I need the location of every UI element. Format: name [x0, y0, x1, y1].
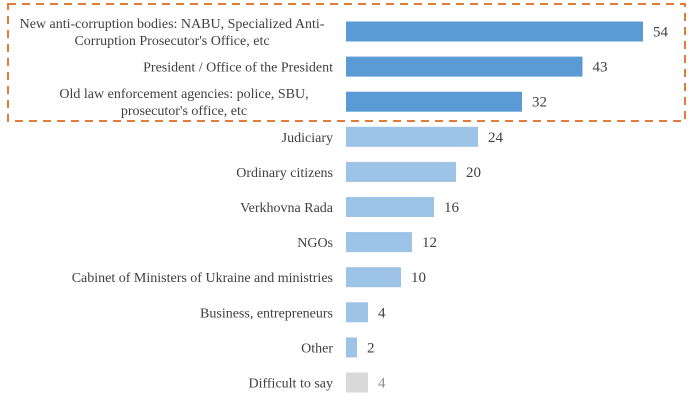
category-label-9: Other — [301, 341, 333, 356]
category-label-line: President / Office of the President — [143, 61, 333, 76]
category-label-7: Cabinet of Ministers of Ukraine and mini… — [72, 271, 333, 286]
category-label-2: Old law enforcement agencies: police, SB… — [59, 87, 308, 119]
category-label-line: New anti-corruption bodies: NABU, Specia… — [20, 17, 325, 32]
bar-10 — [346, 372, 368, 393]
bars-layer — [346, 21, 643, 393]
category-label-line: Judiciary — [282, 131, 333, 146]
bar-8 — [346, 302, 368, 323]
bar-2 — [346, 91, 522, 112]
category-label-3: Judiciary — [282, 131, 333, 146]
value-label-10: 4 — [378, 376, 386, 392]
value-label-2: 32 — [532, 95, 547, 111]
category-label-line: prosecutor's office, etc — [121, 104, 247, 119]
category-label-4: Ordinary citizens — [236, 166, 333, 181]
bar-1 — [346, 56, 583, 77]
bar-5 — [346, 197, 434, 217]
value-label-5: 16 — [444, 200, 460, 216]
value-label-1: 43 — [593, 60, 608, 76]
category-label-line: Other — [301, 341, 333, 356]
category-label-10: Difficult to say — [248, 377, 333, 392]
category-label-line: Corruption Prosecutor's Office, etc — [74, 34, 269, 49]
value-label-9: 2 — [367, 340, 375, 356]
bar-0 — [346, 21, 643, 42]
bar-3 — [346, 126, 478, 147]
value-label-6: 12 — [422, 235, 437, 251]
category-label-0: New anti-corruption bodies: NABU, Specia… — [20, 17, 325, 49]
value-label-0: 54 — [653, 25, 669, 41]
value-label-8: 4 — [378, 305, 386, 321]
category-label-line: NGOs — [297, 236, 333, 251]
category-label-line: Old law enforcement agencies: police, SB… — [59, 87, 308, 102]
highlight-box — [7, 3, 686, 122]
category-labels: New anti-corruption bodies: NABU, Specia… — [20, 17, 334, 392]
bar-6 — [346, 232, 412, 253]
value-label-7: 10 — [411, 270, 426, 286]
category-label-1: President / Office of the President — [143, 61, 333, 76]
category-label-8: Business, entrepreneurs — [200, 306, 333, 321]
value-label-4: 20 — [466, 165, 481, 181]
category-label-line: Cabinet of Ministers of Ukraine and mini… — [72, 271, 333, 286]
category-label-line: Business, entrepreneurs — [200, 306, 333, 321]
value-label-3: 24 — [488, 130, 504, 146]
category-label-5: Verkhovna Rada — [240, 201, 334, 216]
category-label-line: Verkhovna Rada — [240, 201, 334, 216]
bar-7 — [346, 267, 401, 288]
category-label-line: Difficult to say — [248, 377, 333, 392]
bar-4 — [346, 161, 456, 182]
bar-9 — [346, 337, 357, 358]
category-label-line: Ordinary citizens — [236, 166, 333, 181]
category-label-6: NGOs — [297, 236, 333, 251]
